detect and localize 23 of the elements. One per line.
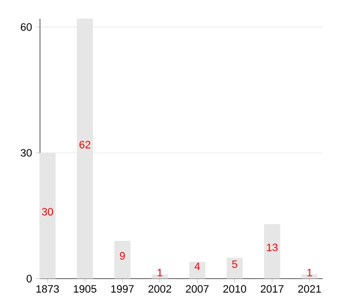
x-tick-label: 2021 xyxy=(298,285,321,293)
x-tick-label: 2007 xyxy=(186,285,209,293)
x-tick-label: 1997 xyxy=(111,285,134,293)
data-label: 1 xyxy=(158,268,162,276)
x-tick-label: 2017 xyxy=(260,285,284,293)
data-label: 62 xyxy=(80,140,90,148)
y-tick-label: 30 xyxy=(20,149,32,157)
data-label: 4 xyxy=(194,262,200,270)
bar xyxy=(264,224,280,279)
x-tick-label: 2002 xyxy=(148,285,172,293)
x-tick-label: 2010 xyxy=(223,285,246,293)
data-label: 9 xyxy=(120,252,125,260)
bar xyxy=(226,258,243,279)
x-tick-label: 1905 xyxy=(74,285,96,293)
data-label: 1 xyxy=(307,268,312,276)
data-label: 13 xyxy=(267,244,278,252)
y-tick-label: 0 xyxy=(26,274,32,282)
bar xyxy=(189,262,206,279)
bar xyxy=(114,240,130,279)
data-label: 30 xyxy=(42,208,54,216)
data-label: 5 xyxy=(232,260,238,268)
y-tick-label: 60 xyxy=(20,23,32,31)
x-tick-label: 1873 xyxy=(36,285,59,293)
